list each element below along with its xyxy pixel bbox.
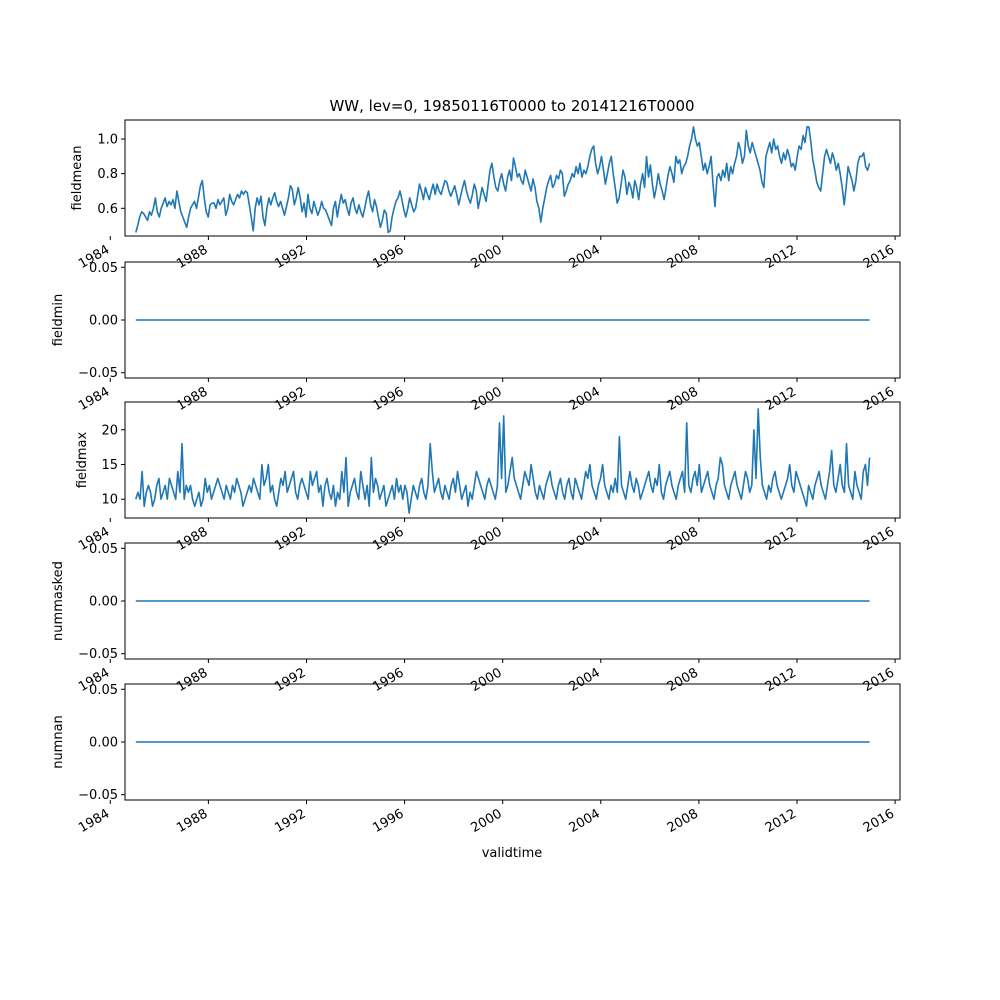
x-tick-label: 2012 <box>763 384 799 414</box>
x-tick-label: 2000 <box>469 524 505 554</box>
x-tick-label: 2012 <box>763 665 799 695</box>
x-tick-label: 2004 <box>567 242 603 272</box>
x-tick-label: 1992 <box>272 524 308 554</box>
y-axis-label: fieldmin <box>51 294 66 347</box>
x-tick-label: 2016 <box>861 806 897 836</box>
axes-frame-fieldmean <box>124 119 901 237</box>
x-tick-label: 2000 <box>469 384 505 414</box>
y-tick-label: 0.05 <box>89 542 118 557</box>
x-tick-label: 1988 <box>174 524 210 554</box>
x-tick-label: 2004 <box>567 384 603 414</box>
x-tick-label: 2012 <box>763 242 799 272</box>
x-tick-label: 2008 <box>665 524 701 554</box>
x-tick-label: 1996 <box>370 806 406 836</box>
x-tick-label: 2004 <box>567 524 603 554</box>
x-tick-label: 2016 <box>861 524 897 554</box>
chart-title: WW, lev=0, 19850116T0000 to 20141216T000… <box>329 97 694 115</box>
y-tick-label: 0.00 <box>89 595 118 610</box>
y-tick-label: −0.05 <box>78 647 118 662</box>
y-tick-label: 0.05 <box>89 261 118 276</box>
x-tick-label: 2000 <box>469 242 505 272</box>
x-tick-label: 2012 <box>763 524 799 554</box>
x-tick-label: 1984 <box>76 806 112 836</box>
y-tick-label: 0.05 <box>89 683 118 698</box>
x-tick-label: 1992 <box>272 384 308 414</box>
y-tick-label: 1.0 <box>97 133 118 148</box>
x-tick-label: 2008 <box>665 665 701 695</box>
x-tick-label: 2012 <box>763 806 799 836</box>
x-axis-label: validtime <box>482 846 543 861</box>
x-tick-label: 2016 <box>861 665 897 695</box>
y-axis-label: nummasked <box>51 561 66 641</box>
x-tick-label: 1992 <box>272 665 308 695</box>
x-tick-label: 1988 <box>174 384 210 414</box>
y-tick-label: 15 <box>101 458 118 473</box>
x-tick-label: 1988 <box>174 806 210 836</box>
x-tick-label: 1988 <box>174 242 210 272</box>
y-tick-label: 0.8 <box>97 167 118 182</box>
y-tick-label: 0.6 <box>97 202 118 217</box>
x-tick-label: 1996 <box>370 524 406 554</box>
x-tick-label: 2004 <box>567 665 603 695</box>
y-tick-label: 0.00 <box>89 314 118 329</box>
panel-numnan: −0.05 0.00 0.05 1984 1988 1992 1996 2000 2004 200… <box>51 683 901 836</box>
x-tick-label: 1996 <box>370 665 406 695</box>
x-tick-label: 2000 <box>469 806 505 836</box>
x-tick-label: 1988 <box>174 665 210 695</box>
y-axis-label: fieldmax <box>75 432 90 489</box>
x-tick-label: 1992 <box>272 242 308 272</box>
series-line-fieldmax <box>135 408 871 514</box>
y-tick-label: 0.00 <box>89 736 118 751</box>
y-tick-label: −0.05 <box>78 788 118 803</box>
x-tick-label: 2000 <box>469 665 505 695</box>
y-tick-label: 20 <box>101 423 118 438</box>
x-tick-label: 2004 <box>567 806 603 836</box>
axes-frame-fieldmax <box>124 401 901 519</box>
x-tick-label: 1996 <box>370 242 406 272</box>
x-tick-label: 2008 <box>665 242 701 272</box>
x-tick-label: 1984 <box>76 384 112 414</box>
x-tick-label: 1992 <box>272 806 308 836</box>
x-tick-label: 2008 <box>665 384 701 414</box>
y-axis-label: numnan <box>51 715 66 769</box>
panel-fieldmin: −0.05 0.00 0.05 1984 1988 1992 1996 2000 2004 200… <box>51 261 901 414</box>
y-tick-label: −0.05 <box>78 366 118 381</box>
y-axis-label: fieldmean <box>70 146 85 211</box>
x-tick-label: 2016 <box>861 242 897 272</box>
y-tick-label: 10 <box>101 493 118 508</box>
x-tick-label: 1996 <box>370 384 406 414</box>
x-tick-label: 2016 <box>861 384 897 414</box>
x-tick-label: 2008 <box>665 806 701 836</box>
series-line-fieldmean <box>135 126 871 234</box>
